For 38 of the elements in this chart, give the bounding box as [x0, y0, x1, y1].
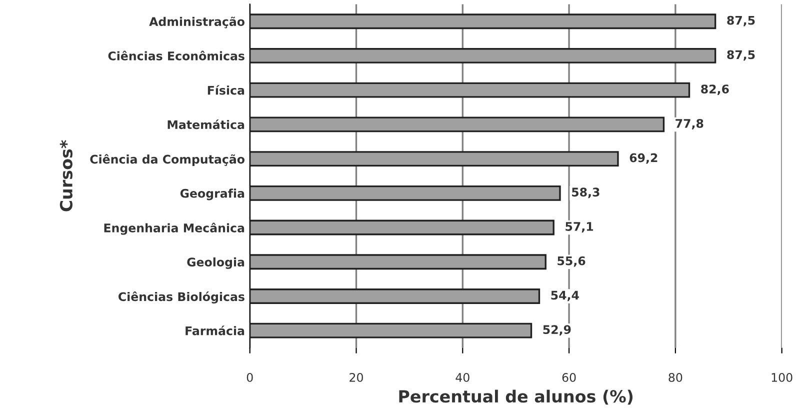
y-tick-label: Engenharia Mecânica: [104, 222, 244, 235]
y-tick-label: Geografia: [180, 188, 244, 200]
bar: [250, 288, 540, 304]
data-label: 57,1: [566, 222, 594, 232]
x-tick-label: 20: [350, 372, 363, 382]
data-label: 58,3: [572, 188, 600, 198]
y-tick-label: Administração: [149, 16, 244, 28]
y-tick-label: Geologia: [187, 257, 244, 269]
y-tick-label: Ciências Econômicas: [108, 50, 244, 60]
x-tick-label: 80: [668, 372, 682, 382]
x-tick-label: 100: [772, 372, 792, 382]
bar: [250, 254, 546, 270]
y-tick-label: Matemática: [168, 119, 244, 130]
bar: [250, 82, 690, 98]
data-label: 77,8: [676, 118, 704, 130]
bar: [250, 151, 619, 167]
y-tick-label: Física: [208, 85, 244, 95]
bar: [250, 14, 716, 30]
bar: [250, 322, 532, 338]
bar: [250, 185, 561, 201]
data-label: 52,9: [543, 325, 571, 336]
data-label: 87,5: [727, 16, 755, 26]
x-tick-label: 60: [562, 372, 576, 382]
y-axis-title: Cursos*: [60, 140, 72, 212]
y-tick-label: Ciência da Computação: [90, 154, 244, 166]
data-label: 82,6: [701, 84, 729, 96]
bar: [250, 220, 554, 236]
y-tick-label: Farmácia: [186, 326, 244, 336]
x-tick-label: 0: [246, 372, 253, 382]
data-label: 55,6: [558, 256, 586, 267]
bar: [250, 48, 716, 64]
data-label: 54,4: [551, 290, 579, 302]
x-axis-title: Percentual de alunos (%): [399, 390, 633, 405]
bar: [250, 116, 665, 132]
data-label: 87,5: [727, 50, 755, 61]
x-tick-label: 40: [456, 372, 470, 382]
data-label: 69,2: [630, 153, 658, 164]
y-tick-label: Ciências Biológicas: [118, 292, 244, 304]
